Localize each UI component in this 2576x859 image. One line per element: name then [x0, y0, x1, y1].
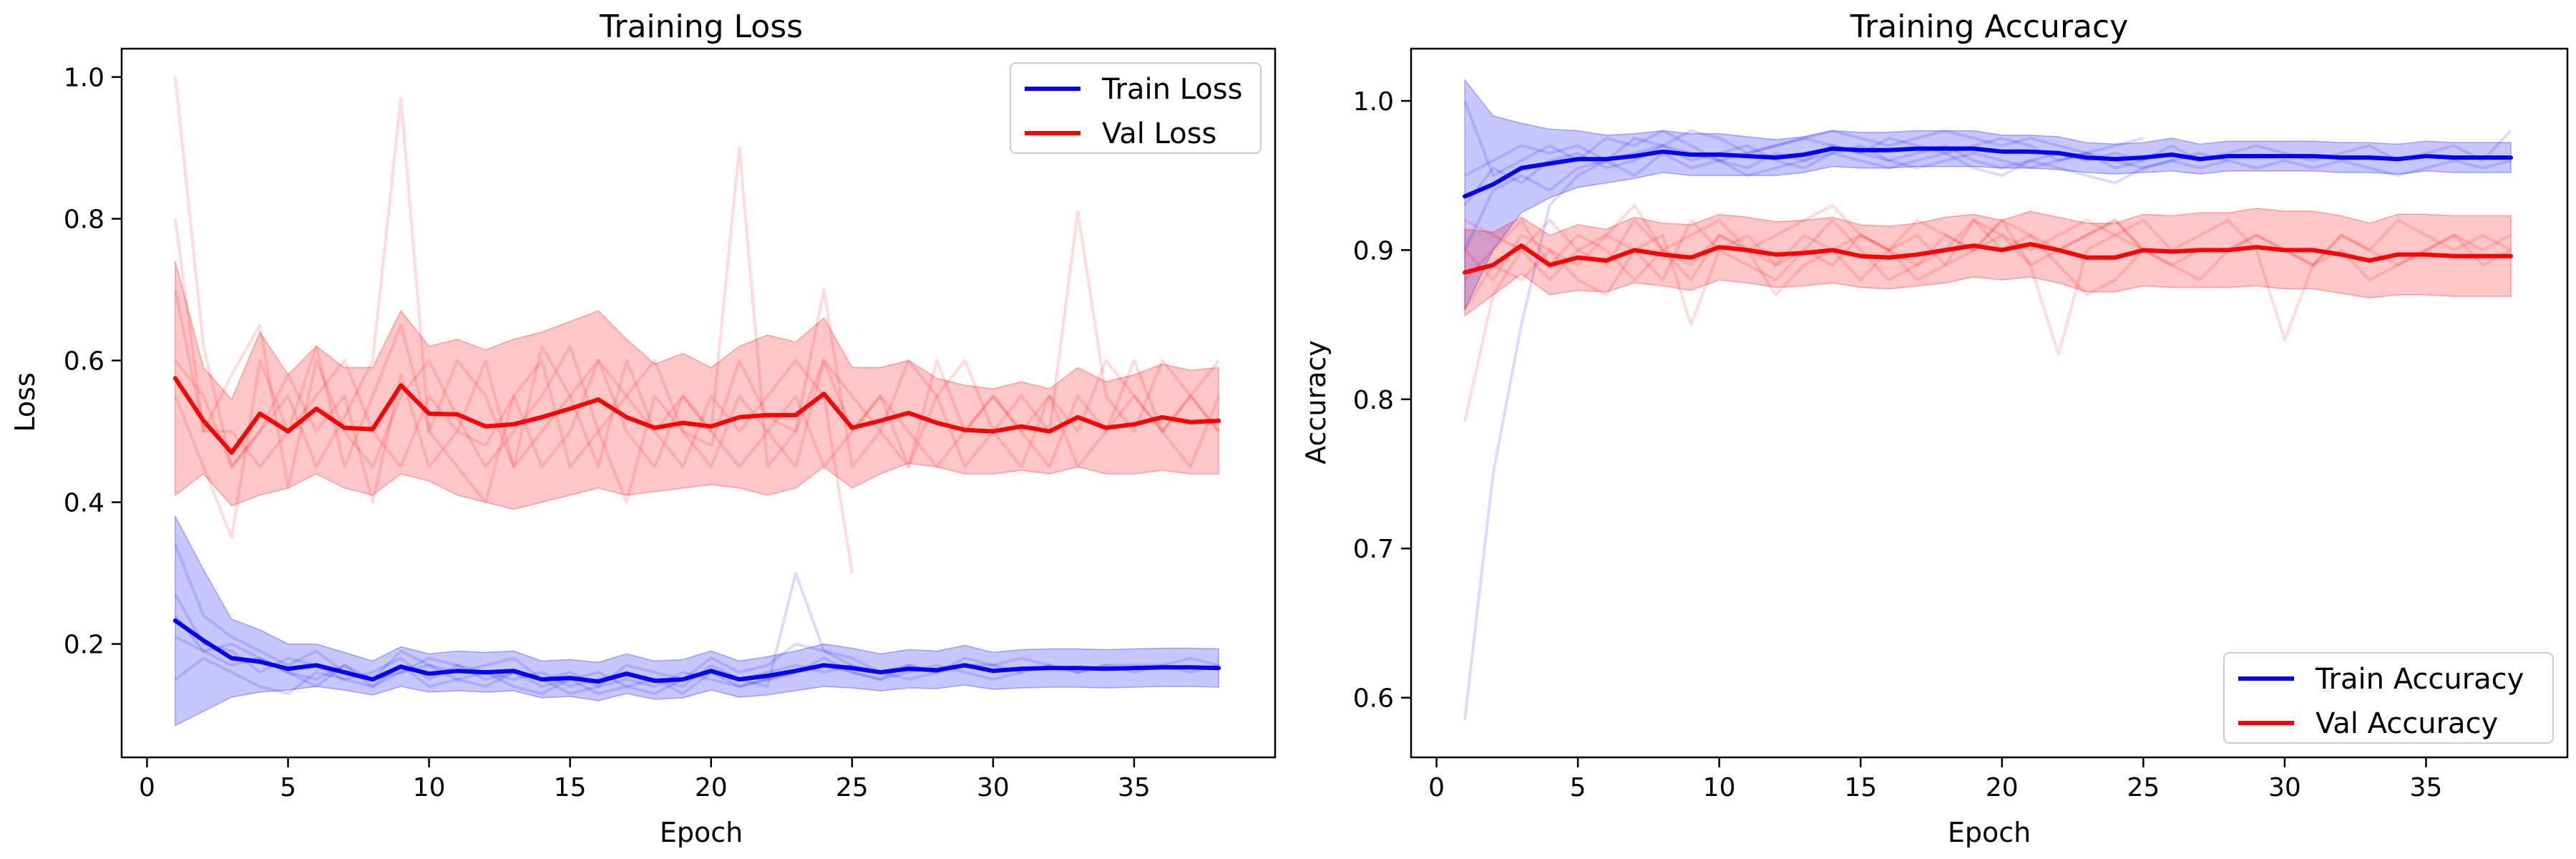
accuracy-y-tick-label-4: 1.0	[1353, 87, 1394, 117]
loss-x-tick-label-1: 5	[280, 773, 296, 802]
accuracy-x-tick-label-7: 35	[2410, 773, 2443, 802]
loss-train-run-4	[174, 571, 937, 695]
accuracy-y-axis-label: Accuracy	[1300, 340, 1332, 465]
loss-legend-box	[1010, 62, 1262, 154]
accuracy-confidence-bands	[1464, 78, 2512, 317]
accuracy-y-tick-label-3: 0.9	[1353, 236, 1394, 266]
accuracy-val-run-1	[1463, 218, 2512, 356]
accuracy-x-tick-label-0: 0	[1428, 773, 1445, 802]
loss-chart-title: Training Loss	[599, 9, 803, 45]
loss-val-run-4	[173, 289, 1221, 469]
accuracy-mean-line-1	[1463, 242, 2513, 275]
accuracy-panel: Training Accuracy Epoch Accuracy 0 5 10 15 2…	[1300, 9, 2569, 848]
loss-panel: Training Loss Epoch Loss 0 5 10 15 20 25 30 350…	[9, 9, 1277, 848]
accuracy-x-tick-label-2: 10	[1703, 773, 1736, 802]
accuracy-mean-lines	[1463, 146, 2513, 275]
loss-y-tick-label-1: 0.4	[64, 489, 104, 518]
loss-x-tick-label-2: 10	[413, 773, 446, 802]
loss-legend-label-1: Val Loss	[1102, 117, 1216, 150]
loss-x-tick-label-5: 25	[836, 773, 869, 802]
accuracy-chart-title: Training Accuracy	[1850, 9, 2128, 45]
loss-mean-line-1	[172, 376, 1221, 455]
accuracy-legend-box	[2223, 652, 2554, 744]
loss-y-tick-label-2: 0.6	[64, 347, 104, 377]
loss-y-tick-label-4: 1.0	[64, 64, 104, 93]
loss-y-tick-label-0: 0.2	[64, 631, 104, 660]
loss-x-tick-label-0: 0	[139, 773, 155, 802]
loss-val-run-3	[174, 359, 854, 573]
loss-mean-line-0	[172, 618, 1221, 684]
accuracy-x-tick-label-1: 5	[1570, 773, 1586, 802]
loss-plot-frame	[120, 47, 1277, 759]
loss-y-axis-label: Loss	[9, 372, 41, 432]
accuracy-x-axis-label: Epoch	[1948, 817, 2031, 848]
loss-band-1	[175, 261, 1219, 510]
accuracy-mean-line-0	[1463, 146, 2513, 199]
loss-mean-lines	[172, 376, 1221, 684]
loss-x-tick-label-3: 15	[554, 773, 587, 802]
accuracy-x-tick-label-4: 20	[1986, 773, 2019, 802]
accuracy-band-1	[1464, 208, 2512, 317]
loss-x-axis-label: Epoch	[660, 817, 743, 848]
accuracy-x-tick-label-6: 30	[2268, 773, 2301, 802]
accuracy-y-tick-label-0: 0.6	[1353, 684, 1394, 714]
loss-x-tick-label-7: 35	[1118, 773, 1151, 802]
accuracy-legend: Train Accuracy Val Accuracy	[2223, 652, 2554, 744]
accuracy-individual-runs	[1463, 100, 2512, 721]
accuracy-train-run-1	[1463, 100, 2512, 178]
loss-train-run-2	[174, 656, 1022, 695]
accuracy-val-run-2	[1463, 218, 2512, 296]
accuracy-legend-label-0: Train Accuracy	[2315, 663, 2524, 696]
accuracy-y-tick-label-1: 0.7	[1353, 535, 1394, 564]
accuracy-y-tick-label-2: 0.8	[1353, 386, 1394, 415]
accuracy-plot-frame	[1410, 47, 2569, 759]
accuracy-x-tick-label-5: 25	[2127, 773, 2160, 802]
accuracy-val-run-0	[1463, 218, 2145, 422]
accuracy-val-run-4	[1464, 203, 2145, 252]
loss-x-tick-label-4: 20	[695, 773, 728, 802]
loss-val-run-1	[173, 210, 1220, 504]
loss-axis-ticks: 0 5 10 15 20 25 30 35 0.2 0.4 0.6 0.8 1.0	[64, 64, 1151, 802]
loss-y-tick-label-3: 0.8	[64, 205, 104, 235]
loss-x-tick-label-6: 30	[977, 773, 1010, 802]
accuracy-train-run-0	[1463, 144, 2144, 721]
accuracy-band-0	[1464, 78, 2512, 311]
accuracy-train-run-3	[1464, 129, 2144, 177]
loss-val-run-2	[174, 146, 1220, 540]
loss-legend: Train Loss Val Loss	[1010, 62, 1262, 154]
accuracy-train-run-2	[1463, 151, 2512, 251]
accuracy-x-tick-label-3: 15	[1844, 773, 1877, 802]
accuracy-axis-ticks: 0 5 10 15 20 25 30 35 0.6 0.7 0.8 0.9 1.0	[1353, 87, 2443, 802]
loss-legend-label-0: Train Loss	[1101, 73, 1242, 106]
loss-val-run-0	[173, 77, 1220, 504]
accuracy-legend-label-1: Val Accuracy	[2316, 707, 2498, 740]
